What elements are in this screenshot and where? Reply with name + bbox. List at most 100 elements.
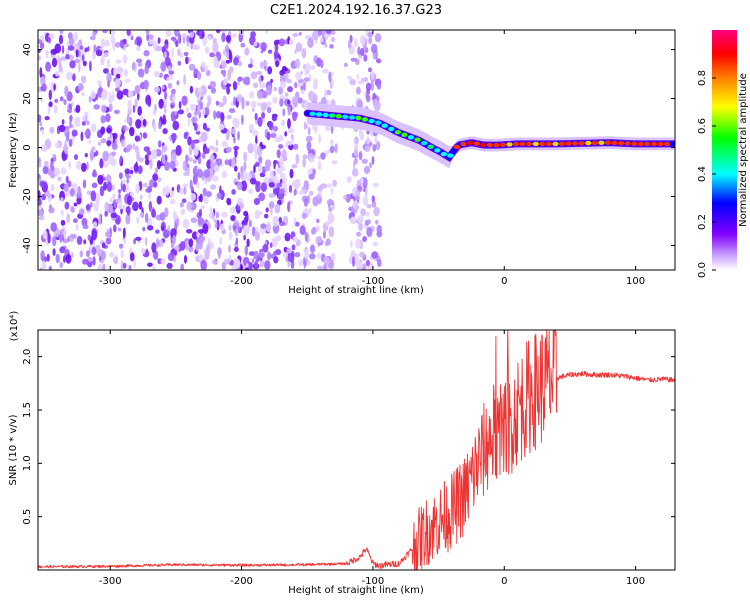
- noise-blob: [369, 162, 373, 169]
- noise-blob: [275, 60, 279, 68]
- noise-blob: [144, 154, 149, 160]
- noise-blob: [372, 144, 377, 152]
- noise-blob: [266, 221, 272, 233]
- noise-blob: [189, 202, 197, 211]
- noise-blob: [171, 186, 175, 192]
- noise-blob: [142, 226, 146, 232]
- noise-blob: [213, 110, 217, 120]
- noise-blob: [193, 139, 200, 144]
- noise-blob: [214, 223, 218, 229]
- noise-blob: [371, 156, 375, 165]
- noise-blob: [307, 37, 314, 48]
- snr-ticks: -300 -200 -100 0 100 0.5 1.0 1.5 2.0: [22, 330, 675, 587]
- noise-blob: [255, 135, 258, 146]
- noise-blob: [179, 241, 186, 251]
- noise-blob: [323, 256, 330, 265]
- noise-blob: [272, 96, 278, 104]
- noise-blob: [183, 186, 187, 195]
- ridge-peak: [650, 141, 658, 147]
- noise-blob: [103, 68, 109, 74]
- noise-blob: [188, 238, 194, 248]
- noise-blob: [331, 71, 334, 76]
- noise-blob: [117, 227, 122, 232]
- noise-blob: [299, 225, 306, 236]
- noise-blob: [104, 201, 109, 212]
- noise-blob: [168, 70, 175, 75]
- noise-blob: [325, 30, 332, 35]
- x-tick-label: 0: [501, 276, 507, 287]
- noise-blob: [144, 212, 149, 223]
- noise-blob: [38, 198, 42, 206]
- x-tick-label: 0: [501, 576, 507, 587]
- noise-blob: [215, 111, 222, 119]
- noise-blob: [321, 30, 326, 38]
- noise-blob: [171, 132, 177, 142]
- noise-blob: [112, 256, 119, 264]
- ridge-peak: [657, 141, 664, 147]
- ridge-peak: [506, 142, 513, 147]
- ridge-peak: [539, 141, 546, 147]
- noise-blob: [328, 71, 332, 83]
- noise-blob: [235, 228, 239, 237]
- ridge-peak: [624, 141, 631, 146]
- noise-blob: [170, 152, 177, 164]
- noise-blob: [299, 31, 302, 36]
- snr-frame: [37, 329, 676, 571]
- noise-blob: [38, 55, 41, 61]
- noise-blob: [253, 164, 256, 173]
- noise-blob: [59, 30, 64, 35]
- colorbar: 0.0 0.2 0.4 0.6 0.8 Normalized spectral ampl…: [697, 30, 749, 278]
- noise-blob: [186, 229, 193, 234]
- noise-blob: [354, 195, 360, 201]
- noise-blob: [122, 183, 126, 193]
- noise-blob: [39, 121, 43, 127]
- noise-blob: [276, 182, 282, 188]
- noise-blob: [196, 168, 204, 178]
- noise-blob: [183, 74, 187, 86]
- noise-blob: [185, 106, 189, 114]
- noise-blob: [67, 45, 75, 51]
- noise-blob: [89, 60, 92, 72]
- noise-blob: [156, 239, 160, 248]
- noise-blob: [51, 165, 55, 171]
- noise-blob: [113, 224, 117, 233]
- ridge-peak: [414, 137, 421, 142]
- ridge-peak: [637, 141, 645, 147]
- noise-blob: [84, 111, 89, 118]
- noise-blob: [145, 248, 149, 257]
- noise-blob: [228, 244, 231, 253]
- noise-blob: [244, 267, 249, 270]
- noise-blob: [258, 163, 263, 174]
- noise-blob: [200, 205, 205, 210]
- noise-blob: [172, 120, 180, 131]
- noise-blob: [308, 158, 315, 163]
- noise-blob: [53, 104, 58, 114]
- noise-blob: [130, 252, 135, 262]
- noise-blob: [51, 57, 58, 68]
- noise-blob: [127, 99, 132, 111]
- noise-blob: [92, 256, 96, 266]
- noise-blob: [285, 72, 289, 81]
- noise-blob: [330, 186, 333, 196]
- noise-blob: [320, 183, 327, 189]
- noise-blob: [261, 112, 266, 119]
- noise-blob: [259, 260, 265, 268]
- noise-blob: [226, 86, 231, 95]
- noise-blob: [262, 117, 266, 123]
- noise-blob: [106, 72, 112, 83]
- noise-blob: [191, 116, 198, 124]
- noise-blob: [264, 30, 269, 34]
- noise-blob: [170, 88, 176, 95]
- noise-blob: [237, 76, 243, 82]
- noise-blob: [203, 248, 207, 255]
- noise-blob: [162, 190, 167, 197]
- noise-blob: [221, 211, 228, 218]
- ridge-peak: [486, 142, 493, 148]
- noise-blob: [264, 165, 271, 172]
- noise-blob: [265, 207, 269, 213]
- noise-blob: [345, 193, 351, 203]
- noise-blob: [144, 64, 149, 75]
- noise-blob: [44, 160, 49, 167]
- noise-blob: [258, 192, 266, 202]
- noise-blob: [74, 154, 78, 161]
